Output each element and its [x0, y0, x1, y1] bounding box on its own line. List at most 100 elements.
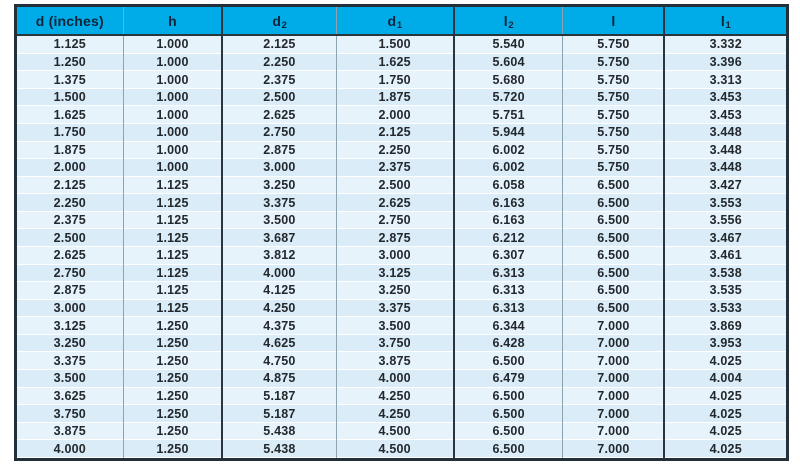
table-cell: 4.500: [336, 439, 455, 458]
column-header: l: [562, 7, 666, 36]
table-cell: 1.125: [123, 299, 224, 317]
table-cell: 6.500: [453, 351, 564, 370]
table-cell: 6.313: [453, 281, 564, 300]
table-cell: 6.479: [453, 369, 564, 388]
table-cell: 6.500: [562, 246, 666, 265]
table-cell: 5.540: [453, 35, 564, 54]
table-cell: 6.002: [453, 141, 564, 159]
table-cell: 2.375: [17, 211, 124, 229]
table-cell: 3.461: [664, 246, 786, 265]
table-cell: 1.125: [123, 281, 224, 300]
column-header-label: l: [611, 12, 616, 29]
table-cell: 5.187: [222, 404, 337, 423]
table-cell: 2.625: [17, 246, 124, 265]
table-cell: 7.000: [562, 334, 666, 352]
table-cell: 6.500: [453, 404, 564, 423]
table-cell: 3.375: [222, 193, 337, 212]
table-cell: 1.875: [336, 88, 455, 106]
table-cell: 1.250: [123, 387, 224, 405]
column-header-label: d: [387, 12, 397, 29]
table-cell: 3.448: [664, 141, 786, 159]
table-cell: 1.000: [123, 141, 224, 159]
table-cell: 7.000: [562, 351, 666, 370]
table-cell: 4.000: [17, 439, 124, 458]
table-cell: 7.000: [562, 422, 666, 440]
table-cell: 3.500: [222, 211, 337, 229]
column-header-subscript: 2: [508, 19, 514, 31]
table-cell: 6.500: [562, 281, 666, 300]
table-cell: 3.875: [17, 422, 124, 440]
table-cell: 6.428: [453, 334, 564, 352]
table-cell: 5.438: [222, 422, 337, 440]
table-row: 3.250 1.250 4.625 3.750 6.428 7.000 3.953: [17, 334, 786, 352]
table-cell: 4.000: [336, 369, 455, 388]
table-row: 3.750 1.250 5.187 4.250 6.500 7.000 4.025: [17, 404, 786, 423]
table-cell: 4.750: [222, 351, 337, 370]
column-header-label: d: [272, 12, 282, 29]
table-row: 2.625 1.125 3.812 3.000 6.307 6.500 3.461: [17, 246, 786, 265]
table-cell: 7.000: [562, 316, 666, 335]
table-cell: 1.000: [123, 123, 224, 142]
table-row: 2.375 1.125 3.500 2.750 6.163 6.500 3.556: [17, 211, 786, 229]
table-cell: 2.500: [17, 228, 124, 247]
table-cell: 6.307: [453, 246, 564, 265]
table-row: 2.750 1.125 4.000 3.125 6.313 6.500 3.538: [17, 264, 786, 282]
table-cell: 2.250: [17, 193, 124, 212]
table-cell: 1.250: [123, 439, 224, 458]
table-body: 1.125 1.000 2.125 1.500 5.540 5.750 3.332 1.250…: [17, 35, 786, 458]
table-cell: 2.125: [17, 176, 124, 194]
table-cell: 3.500: [336, 316, 455, 335]
table-cell: 3.453: [664, 88, 786, 106]
table-cell: 5.438: [222, 439, 337, 458]
header-row: d (inches) h d2 d1 l2 l l1: [17, 7, 786, 36]
table-cell: 1.000: [123, 88, 224, 106]
table-cell: 5.750: [562, 123, 666, 142]
table-cell: 3.427: [664, 176, 786, 194]
table-cell: 3.553: [664, 193, 786, 212]
table-cell: 6.313: [453, 264, 564, 282]
table-cell: 3.375: [336, 299, 455, 317]
table-row: 2.000 1.000 3.000 2.375 6.002 5.750 3.448: [17, 158, 786, 177]
table-cell: 5.750: [562, 141, 666, 159]
table-cell: 2.750: [222, 123, 337, 142]
table-cell: 5.604: [453, 53, 564, 71]
column-header: l1: [664, 7, 786, 36]
column-header: h: [123, 7, 224, 36]
table-cell: 3.375: [17, 351, 124, 370]
table-cell: 1.875: [17, 141, 124, 159]
table-cell: 2.125: [336, 123, 455, 142]
table-cell: 2.625: [222, 105, 337, 124]
column-header: d (inches): [17, 7, 124, 36]
table-cell: 2.375: [336, 158, 455, 177]
table-cell: 1.250: [123, 422, 224, 440]
table-row: 1.250 1.000 2.250 1.625 5.604 5.750 3.396: [17, 53, 786, 71]
table-cell: 3.500: [17, 369, 124, 388]
table-cell: 7.000: [562, 369, 666, 388]
table-cell: 3.869: [664, 316, 786, 335]
table-cell: 7.000: [562, 404, 666, 423]
table-cell: 2.750: [17, 264, 124, 282]
table-cell: 6.058: [453, 176, 564, 194]
column-header-subscript: 2: [281, 19, 288, 31]
table-cell: 5.750: [562, 105, 666, 124]
table-cell: 4.000: [222, 264, 337, 282]
table-cell: 3.953: [664, 334, 786, 352]
table-cell: 4.125: [222, 281, 337, 300]
table-cell: 1.000: [123, 35, 224, 54]
table-cell: 4.875: [222, 369, 337, 388]
column-header: d2: [222, 7, 337, 36]
table-cell: 6.002: [453, 158, 564, 177]
table-cell: 1.125: [123, 246, 224, 265]
table-row: 3.625 1.250 5.187 4.250 6.500 7.000 4.025: [17, 387, 786, 405]
table-row: 1.500 1.000 2.500 1.875 5.720 5.750 3.453: [17, 88, 786, 106]
table-cell: 1.125: [123, 211, 224, 229]
table-row: 2.125 1.125 3.250 2.500 6.058 6.500 3.427: [17, 176, 786, 194]
table-row: 1.875 1.000 2.875 2.250 6.002 5.750 3.448: [17, 141, 786, 159]
table-cell: 5.750: [562, 88, 666, 106]
table-cell: 3.250: [17, 334, 124, 352]
table-cell: 6.163: [453, 211, 564, 229]
table-row: 3.375 1.250 4.750 3.875 6.500 7.000 4.025: [17, 351, 786, 370]
table-cell: 6.500: [562, 211, 666, 229]
table-cell: 2.875: [17, 281, 124, 300]
